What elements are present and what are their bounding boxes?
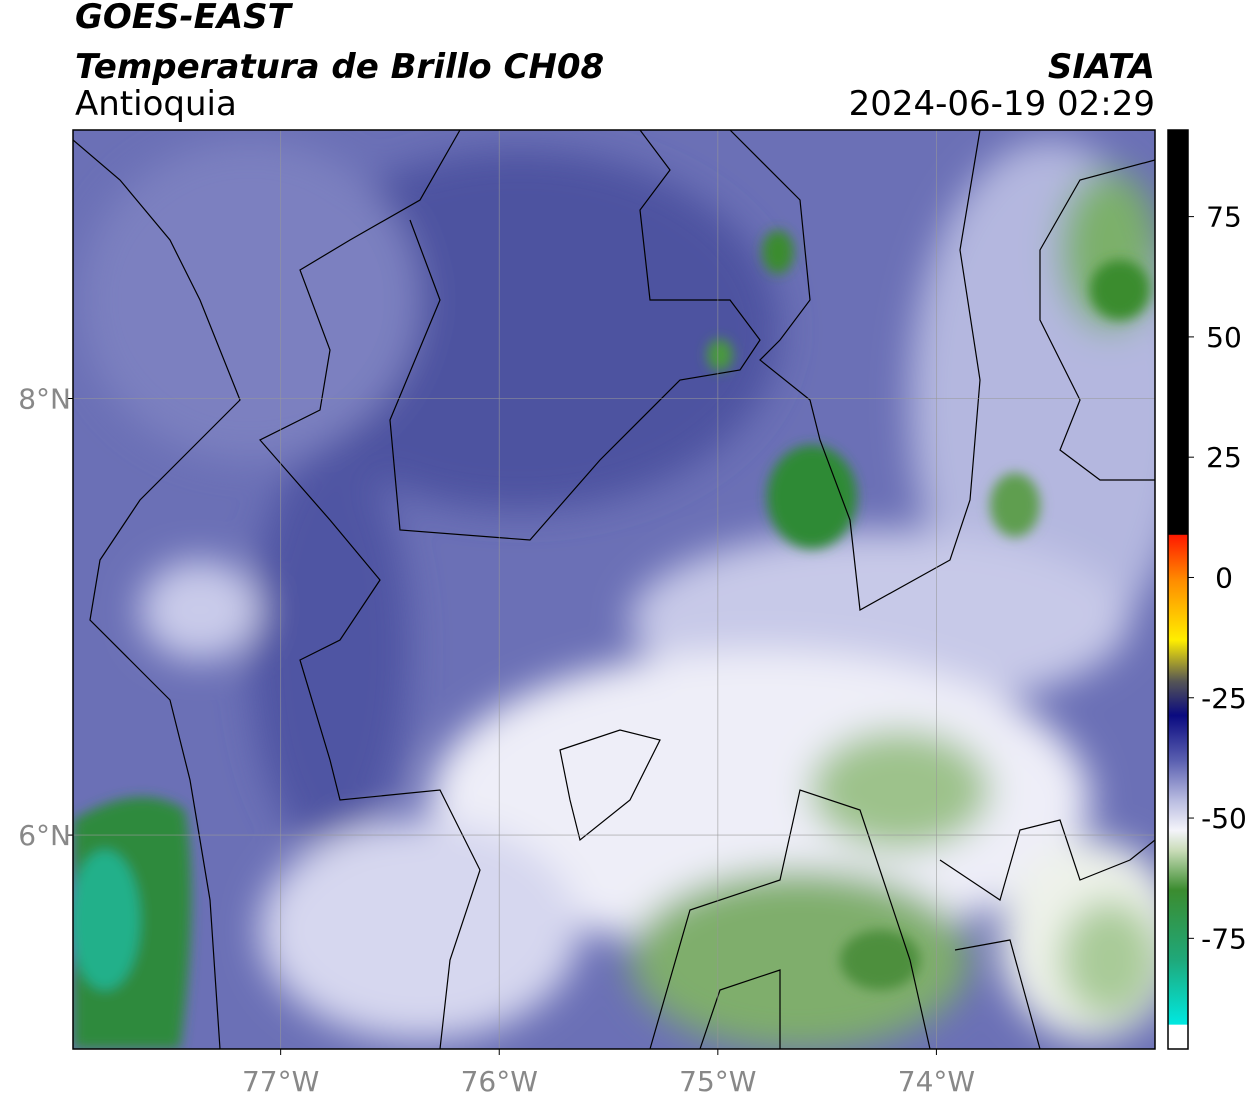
y-tick-label: 8°N <box>18 382 71 415</box>
x-tick-label: 77°W <box>242 1065 319 1098</box>
graticule <box>73 130 1155 1049</box>
x-tick-label: 74°W <box>898 1065 975 1098</box>
map-frame <box>72 129 1156 1050</box>
colorbar-tick-label: 75 <box>1206 201 1242 234</box>
x-tick-label: 75°W <box>679 1065 756 1098</box>
colorbar-tick-label: -50 <box>1201 802 1247 835</box>
timestamp: 2024-06-19 02:29 <box>849 84 1155 124</box>
title: GOES-EAST <box>75 0 294 37</box>
x-tick-label: 76°W <box>461 1065 538 1098</box>
colorbar-tick-label: 25 <box>1206 441 1242 474</box>
colorbar-tick-label: 0 <box>1215 561 1233 594</box>
colorbar <box>1167 129 1189 1050</box>
y-tick-label: 6°N <box>18 819 71 852</box>
subtitle: Temperatura de Brillo CH08 <box>75 47 604 87</box>
colorbar-tick-label: -75 <box>1201 922 1247 955</box>
colorbar-tick-label: -25 <box>1201 682 1247 715</box>
satellite-image <box>73 130 1155 1049</box>
source: SIATA <box>1048 47 1155 87</box>
region: Antioquia <box>75 84 237 124</box>
colorbar-tick-label: 50 <box>1206 321 1242 354</box>
